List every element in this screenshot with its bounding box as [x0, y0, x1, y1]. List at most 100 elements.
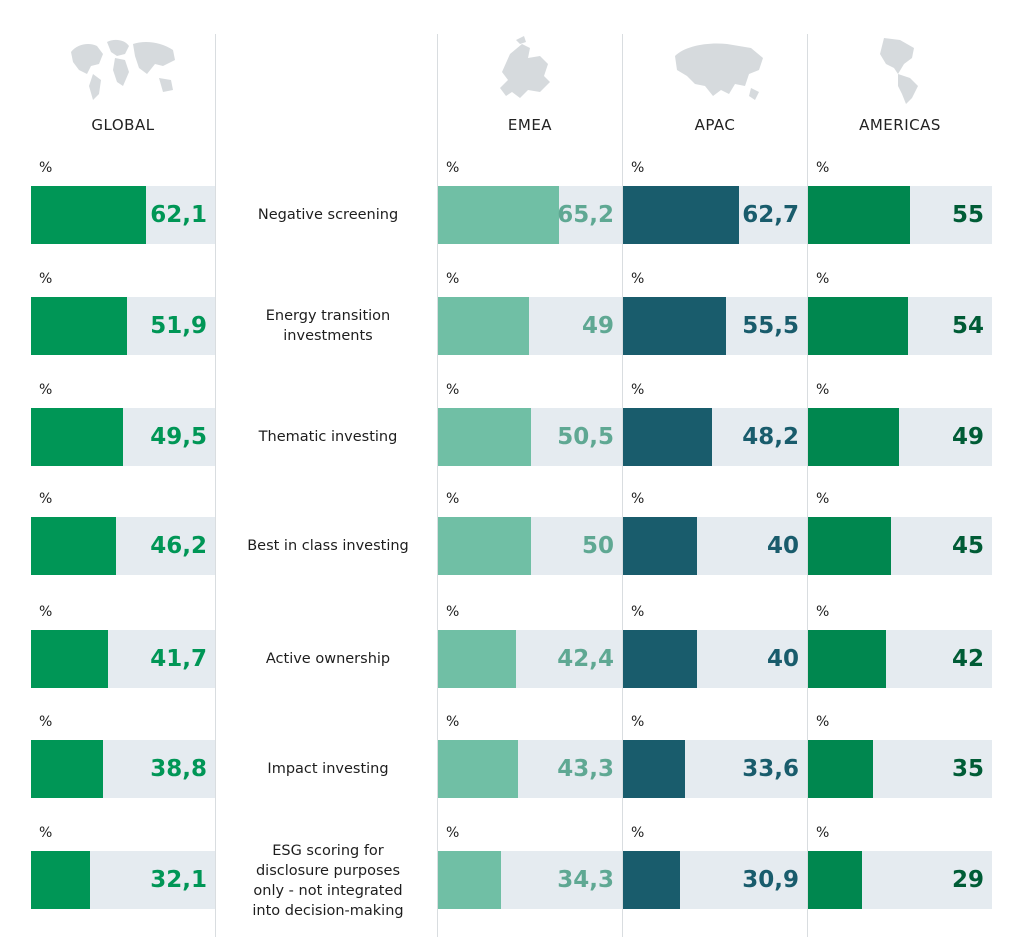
percent-unit-label: % [816, 714, 830, 730]
percent-unit-label: % [446, 491, 460, 507]
category-label-line: into decision-making [252, 903, 404, 919]
bar-track: 40 [623, 517, 807, 575]
percent-unit-label: % [39, 271, 53, 287]
percent-unit-label: % [446, 825, 460, 841]
value-label: 40 [766, 646, 799, 672]
bar-americas-6 [808, 740, 873, 798]
value-label: 62,1 [150, 202, 207, 228]
percent-unit-label: % [39, 714, 53, 730]
value-label: 35 [951, 756, 984, 782]
bar-americas-3 [808, 408, 899, 466]
americas-map-icon [840, 34, 960, 104]
value-label: 29 [951, 867, 984, 893]
bar-apac-7 [623, 851, 681, 909]
bar-track: 33,6 [623, 740, 807, 798]
bar-track: 30,9 [623, 851, 807, 909]
percent-unit-label: % [816, 271, 830, 287]
bar-apac-3 [623, 408, 713, 466]
europe-map-icon [470, 34, 590, 104]
value-label: 46,2 [150, 533, 207, 559]
value-label: 32,1 [150, 867, 207, 893]
region-header-americas: AMERICAS [859, 116, 941, 134]
value-label: 30,9 [742, 867, 799, 893]
percent-unit-label: % [816, 382, 830, 398]
percent-unit-label: % [39, 604, 53, 620]
bar-track: 48,2 [623, 408, 807, 466]
bar-emea-7 [438, 851, 502, 909]
percent-unit-label: % [446, 160, 460, 176]
bar-track: 49 [808, 408, 992, 466]
bar-track: 50 [438, 517, 622, 575]
percent-unit-label: % [631, 491, 645, 507]
value-label: 51,9 [150, 313, 207, 339]
percent-unit-label: % [631, 604, 645, 620]
bar-emea-5 [438, 630, 517, 688]
value-label: 48,2 [742, 424, 799, 450]
category-label: Thematic investing [228, 408, 428, 466]
bar-track: 29 [808, 851, 992, 909]
bar-global-6 [31, 740, 103, 798]
bar-track: 32,1 [31, 851, 215, 909]
bar-track: 38,8 [31, 740, 215, 798]
category-label-line: investments [283, 328, 373, 344]
column-divider [807, 34, 808, 937]
bar-track: 46,2 [31, 517, 215, 575]
category-label: Impact investing [228, 740, 428, 798]
bar-global-3 [31, 408, 123, 466]
bar-apac-4 [623, 517, 697, 575]
category-label-line: Thematic investing [258, 429, 398, 445]
bar-track: 35 [808, 740, 992, 798]
category-label: Negative screening [228, 186, 428, 244]
bar-apac-5 [623, 630, 697, 688]
value-label: 49 [951, 424, 984, 450]
value-label: 41,7 [150, 646, 207, 672]
region-header-global: GLOBAL [91, 116, 155, 134]
value-label: 55 [951, 202, 984, 228]
category-label-text: Active ownership [266, 649, 390, 669]
value-label: 33,6 [742, 756, 799, 782]
category-label-text: Best in class investing [247, 536, 409, 556]
asia-map-icon [655, 34, 775, 104]
bar-americas-2 [808, 297, 908, 355]
percent-unit-label: % [39, 160, 53, 176]
bar-track: 62,7 [623, 186, 807, 244]
bar-emea-3 [438, 408, 532, 466]
percent-unit-label: % [39, 382, 53, 398]
percent-unit-label: % [631, 825, 645, 841]
category-label-text: Energy transition investments [266, 306, 390, 346]
category-label: Active ownership [228, 630, 428, 688]
bar-track: 49,5 [31, 408, 215, 466]
percent-unit-label: % [446, 714, 460, 730]
bar-emea-2 [438, 297, 529, 355]
value-label: 50,5 [557, 424, 614, 450]
bar-americas-5 [808, 630, 886, 688]
category-label-text: ESG scoring for disclosure purposes only -… [252, 841, 403, 921]
bar-track: 40 [623, 630, 807, 688]
category-label: Best in class investing [228, 517, 428, 575]
bar-track: 65,2 [438, 186, 622, 244]
region-header-emea: EMEA [507, 116, 553, 134]
bar-global-5 [31, 630, 109, 688]
bar-apac-1 [623, 186, 739, 244]
category-label-text: Thematic investing [259, 427, 398, 447]
column-divider [437, 34, 438, 937]
value-label: 45 [951, 533, 984, 559]
value-label: 38,8 [150, 756, 207, 782]
bar-emea-6 [438, 740, 519, 798]
bar-track: 45 [808, 517, 992, 575]
bar-global-7 [31, 851, 91, 909]
percent-unit-label: % [446, 604, 460, 620]
value-label: 43,3 [557, 756, 614, 782]
category-label: Energy transition investments [228, 297, 428, 355]
value-label: 42 [951, 646, 984, 672]
bar-americas-7 [808, 851, 862, 909]
percent-unit-label: % [446, 382, 460, 398]
bar-track: 51,9 [31, 297, 215, 355]
value-label: 62,7 [742, 202, 799, 228]
value-label: 42,4 [557, 646, 614, 672]
bar-track: 42 [808, 630, 992, 688]
value-label: 54 [951, 313, 984, 339]
bar-apac-2 [623, 297, 726, 355]
column-divider [622, 34, 623, 937]
bar-track: 43,3 [438, 740, 622, 798]
